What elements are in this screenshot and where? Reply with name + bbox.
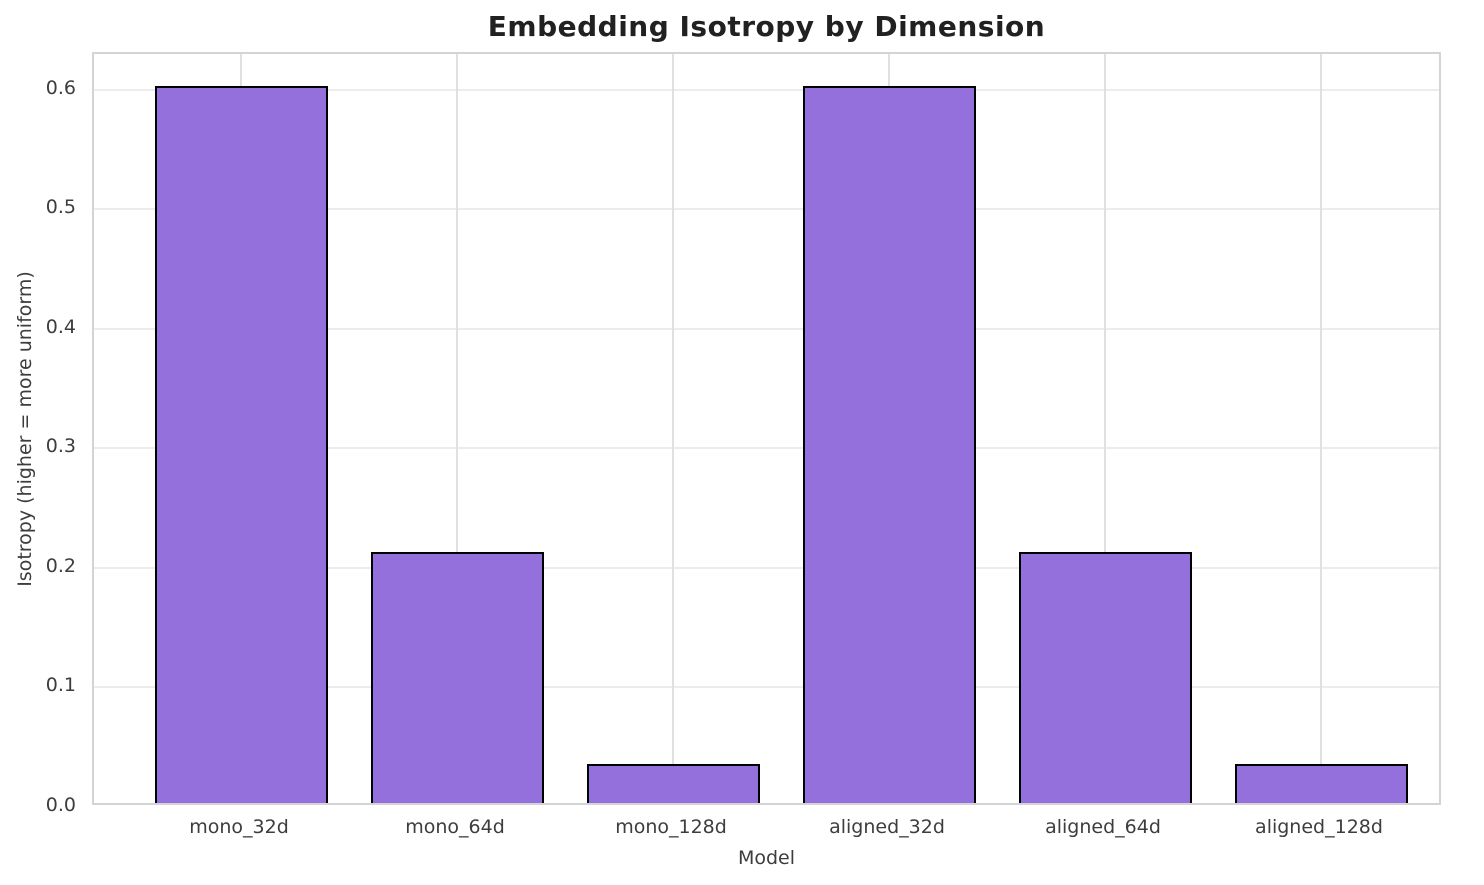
x-tick-label-aligned_32d: aligned_32d bbox=[829, 816, 945, 838]
y-tick-label: 0.5 bbox=[45, 196, 76, 219]
h-gridline bbox=[94, 566, 1439, 569]
bar-aligned_64d bbox=[1018, 552, 1192, 803]
h-gridline bbox=[94, 88, 1439, 91]
y-tick-label: 0.4 bbox=[45, 315, 76, 338]
v-gridline bbox=[1320, 54, 1322, 803]
v-gridline bbox=[672, 54, 674, 803]
y-tick-label: 0.6 bbox=[45, 76, 76, 99]
bar-mono_128d bbox=[586, 764, 760, 803]
x-tick-label-aligned_128d: aligned_128d bbox=[1255, 816, 1383, 838]
h-gridline bbox=[94, 686, 1439, 689]
bar-mono_64d bbox=[370, 552, 544, 803]
y-tick-label: 0.3 bbox=[45, 435, 76, 458]
x-tick-label-mono_128d: mono_128d bbox=[615, 816, 727, 838]
bar-aligned_32d bbox=[802, 86, 976, 803]
plot-area bbox=[92, 52, 1441, 805]
v-gridline bbox=[456, 54, 458, 803]
y-axis-label: Isotropy (higher = more uniform) bbox=[14, 271, 36, 587]
x-tick-label-mono_32d: mono_32d bbox=[189, 816, 289, 838]
x-axis-label: Model bbox=[737, 847, 796, 869]
bar-aligned_128d bbox=[1234, 764, 1408, 803]
x-tick-label-mono_64d: mono_64d bbox=[405, 816, 505, 838]
h-gridline bbox=[94, 208, 1439, 211]
bar-mono_32d bbox=[154, 86, 328, 803]
h-gridline bbox=[94, 327, 1439, 330]
h-gridline bbox=[94, 447, 1439, 450]
chart-title: Embedding Isotropy by Dimension bbox=[487, 10, 1046, 43]
x-tick-label-aligned_64d: aligned_64d bbox=[1045, 816, 1161, 838]
y-tick-label: 0.1 bbox=[45, 674, 76, 697]
v-gridline bbox=[1104, 54, 1106, 803]
y-tick-label: 0.0 bbox=[45, 794, 76, 816]
y-tick-label: 0.2 bbox=[45, 554, 76, 577]
